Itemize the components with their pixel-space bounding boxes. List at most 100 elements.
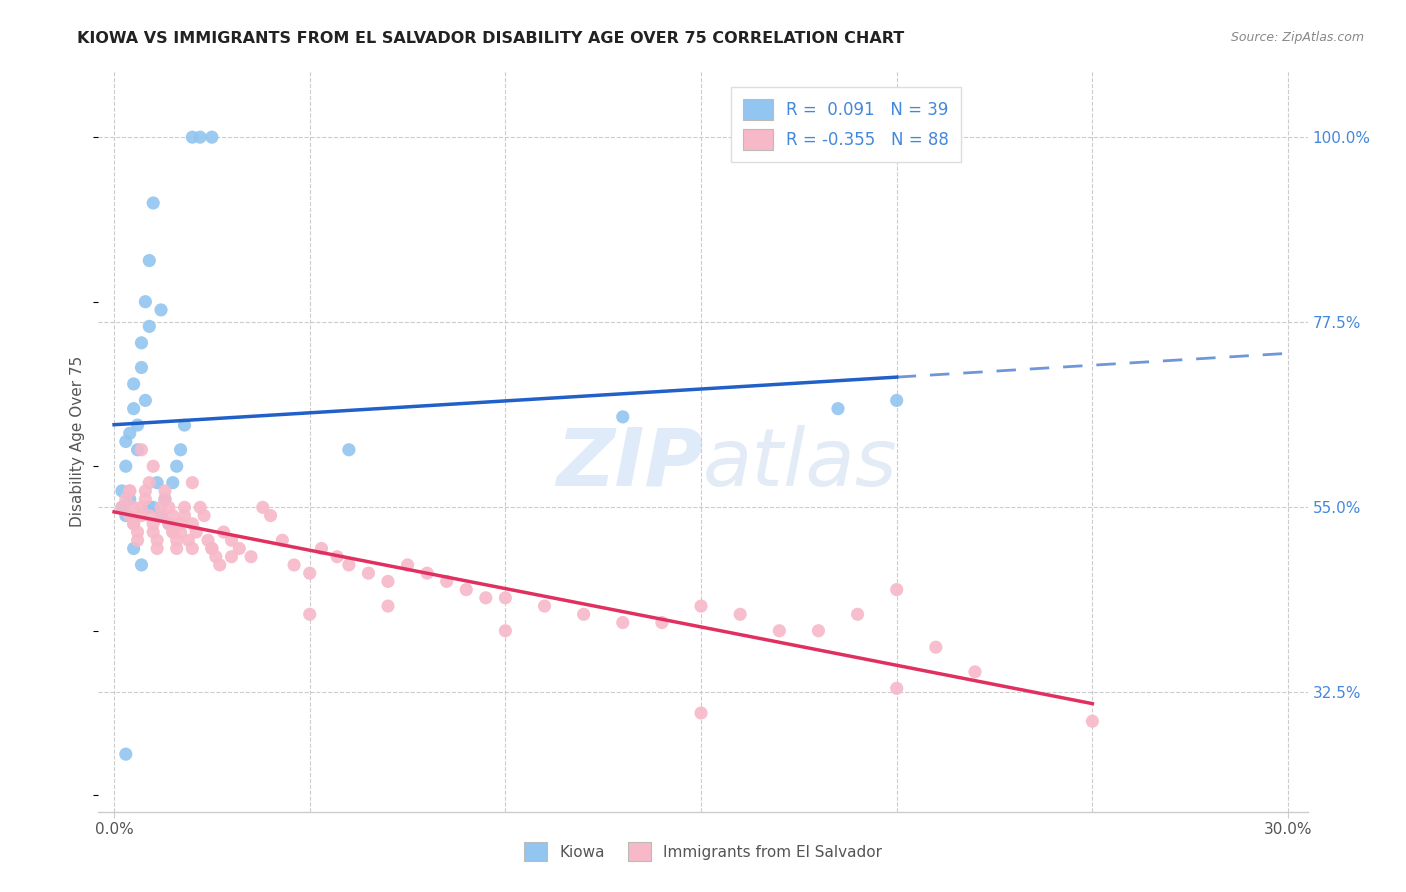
Point xyxy=(475,591,498,605)
Point xyxy=(122,516,145,531)
Point xyxy=(138,508,160,523)
Point xyxy=(827,401,849,416)
Point xyxy=(150,500,173,515)
Point xyxy=(157,516,180,531)
Point xyxy=(114,434,136,449)
Point xyxy=(118,492,141,507)
Point xyxy=(153,492,176,507)
Text: atlas: atlas xyxy=(703,425,898,503)
Point xyxy=(201,541,224,556)
Point xyxy=(177,533,200,548)
Point xyxy=(134,492,156,507)
Point xyxy=(377,574,399,589)
Point xyxy=(690,599,713,613)
Point xyxy=(357,566,380,581)
Point xyxy=(886,393,908,408)
Point xyxy=(166,533,188,548)
Point xyxy=(122,541,145,556)
Point xyxy=(298,566,321,581)
Point xyxy=(166,541,188,556)
Point xyxy=(228,541,250,556)
Point xyxy=(768,624,790,638)
Point xyxy=(131,500,153,515)
Point xyxy=(142,500,165,515)
Point xyxy=(134,483,156,498)
Point xyxy=(807,624,830,638)
Point xyxy=(131,442,153,457)
Point xyxy=(377,599,399,613)
Point xyxy=(173,500,195,515)
Point xyxy=(298,607,321,622)
Point xyxy=(208,558,231,572)
Point xyxy=(118,508,141,523)
Point xyxy=(157,516,180,531)
Point xyxy=(146,541,169,556)
Point xyxy=(131,558,153,572)
Point xyxy=(271,533,294,548)
Point xyxy=(326,549,349,564)
Point xyxy=(162,524,184,539)
Point xyxy=(337,558,360,572)
Point xyxy=(157,500,180,515)
Legend: Kiowa, Immigrants from El Salvador: Kiowa, Immigrants from El Salvador xyxy=(517,836,889,867)
Point xyxy=(138,500,160,515)
Point xyxy=(142,524,165,539)
Point xyxy=(690,706,713,720)
Point xyxy=(146,475,169,490)
Point xyxy=(728,607,751,622)
Point xyxy=(188,130,211,145)
Point xyxy=(173,508,195,523)
Point xyxy=(188,500,211,515)
Point xyxy=(142,196,165,211)
Point xyxy=(131,335,153,350)
Point xyxy=(127,524,149,539)
Point xyxy=(416,566,439,581)
Text: KIOWA VS IMMIGRANTS FROM EL SALVADOR DISABILITY AGE OVER 75 CORRELATION CHART: KIOWA VS IMMIGRANTS FROM EL SALVADOR DIS… xyxy=(77,31,904,46)
Point xyxy=(114,747,136,761)
Point xyxy=(456,582,478,597)
Point xyxy=(925,640,948,655)
Point xyxy=(612,615,634,630)
Point xyxy=(134,393,156,408)
Point xyxy=(142,516,165,531)
Point xyxy=(138,319,160,334)
Point xyxy=(162,524,184,539)
Point xyxy=(111,483,134,498)
Point xyxy=(131,508,153,523)
Point xyxy=(153,492,176,507)
Point xyxy=(494,624,516,638)
Point xyxy=(162,508,184,523)
Point xyxy=(494,591,516,605)
Point xyxy=(122,376,145,391)
Point xyxy=(162,475,184,490)
Point xyxy=(169,516,191,531)
Point xyxy=(201,130,224,145)
Point xyxy=(612,409,634,424)
Text: Source: ZipAtlas.com: Source: ZipAtlas.com xyxy=(1230,31,1364,45)
Text: ZIP: ZIP xyxy=(555,425,703,503)
Point xyxy=(118,426,141,441)
Point xyxy=(181,541,204,556)
Point xyxy=(127,418,149,433)
Point xyxy=(127,442,149,457)
Point xyxy=(240,549,263,564)
Point xyxy=(311,541,333,556)
Point xyxy=(150,302,173,317)
Point xyxy=(181,475,204,490)
Point xyxy=(651,615,673,630)
Point xyxy=(169,442,191,457)
Point xyxy=(111,500,134,515)
Point xyxy=(122,500,145,515)
Point xyxy=(127,533,149,548)
Point xyxy=(212,524,235,539)
Point xyxy=(197,533,219,548)
Point xyxy=(886,681,908,696)
Point xyxy=(283,558,305,572)
Point xyxy=(259,508,281,523)
Point xyxy=(150,508,173,523)
Point xyxy=(134,294,156,309)
Point xyxy=(114,492,136,507)
Point xyxy=(533,599,555,613)
Point xyxy=(169,524,191,539)
Point xyxy=(963,665,986,679)
